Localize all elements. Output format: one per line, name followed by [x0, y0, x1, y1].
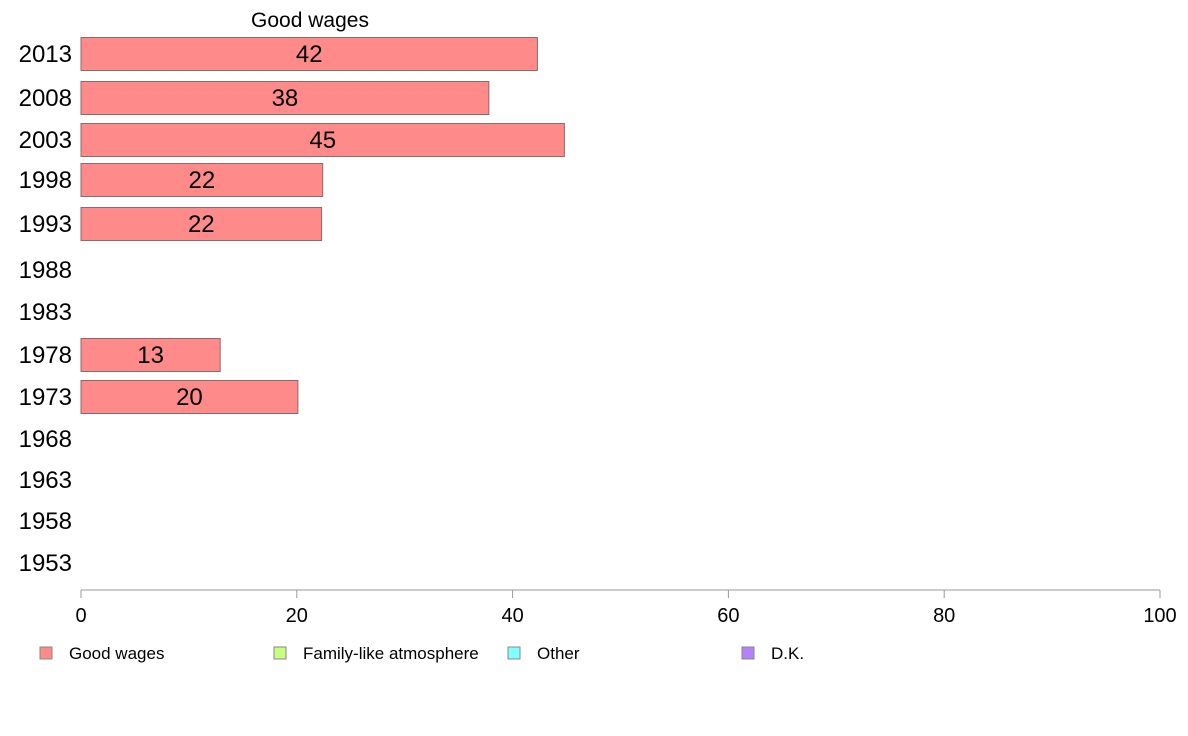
x-tick-label: 100 — [1143, 605, 1176, 627]
legend-label: D.K. — [771, 644, 804, 663]
chart-title: Good wages — [251, 9, 369, 32]
y-tick-label: 2008 — [19, 85, 72, 112]
bar-value-label: 38 — [272, 85, 299, 112]
legend-swatch — [39, 646, 53, 660]
y-tick-label: 1958 — [19, 508, 72, 535]
y-tick-label: 1978 — [19, 342, 72, 369]
bar-1973 — [80, 380, 299, 414]
bar-2003 — [80, 123, 565, 157]
legend-swatch — [741, 646, 755, 660]
x-tick-label: 40 — [501, 605, 523, 627]
y-tick-label: 2003 — [19, 127, 72, 154]
legend-label: Other — [537, 644, 580, 663]
bar-value-label: 42 — [296, 41, 323, 68]
bar-1993 — [80, 207, 323, 241]
x-tick-label: 20 — [286, 605, 308, 627]
bar-2008 — [80, 81, 490, 115]
legend-swatch — [273, 646, 287, 660]
legend-label: Good wages — [69, 644, 164, 663]
bar-value-label: 20 — [176, 384, 203, 411]
legend-label: Family-like atmosphere — [303, 644, 479, 663]
y-tick-label: 1973 — [19, 384, 72, 411]
y-tick-label: 1953 — [19, 550, 72, 577]
bar-1978 — [80, 338, 221, 372]
bar-value-label: 45 — [309, 127, 336, 154]
bar-2013 — [80, 37, 538, 71]
y-tick-label: 1983 — [19, 299, 72, 326]
legend-swatch — [507, 646, 521, 660]
y-tick-label: 1988 — [19, 257, 72, 284]
x-tick-label: 80 — [933, 605, 955, 627]
y-tick-label: 2013 — [19, 41, 72, 68]
x-tick-label: 60 — [717, 605, 739, 627]
bar-value-label: 13 — [137, 342, 164, 369]
y-tick-label: 1993 — [19, 211, 72, 238]
x-tick-label: 0 — [75, 605, 86, 627]
y-tick-label: 1968 — [19, 426, 72, 453]
bar-value-label: 22 — [188, 211, 215, 238]
bar-1998 — [80, 163, 324, 197]
bar-value-label: 22 — [188, 167, 215, 194]
y-tick-label: 1963 — [19, 467, 72, 494]
y-tick-label: 1998 — [19, 167, 72, 194]
